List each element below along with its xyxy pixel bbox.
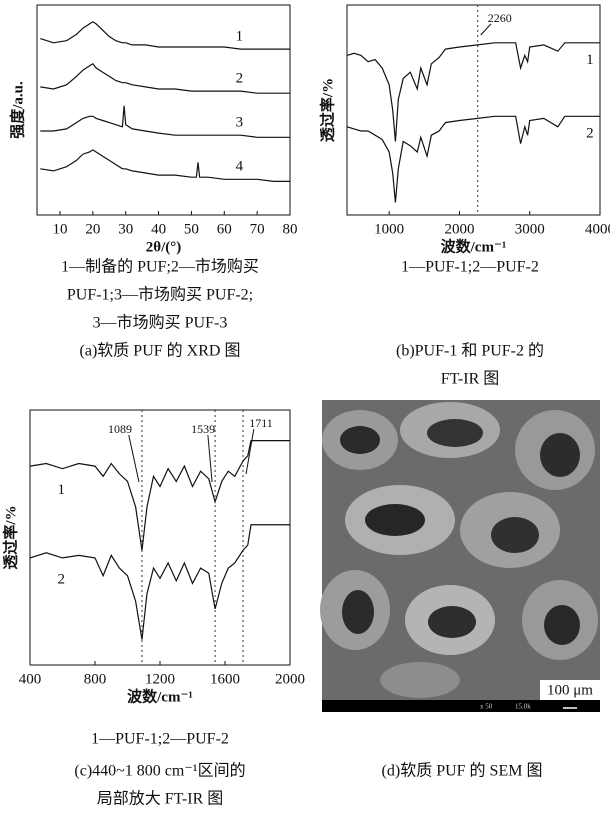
x-tick-label: 10 <box>53 221 68 237</box>
note: 3—市场购买 PUF-3 <box>93 314 228 332</box>
caption: 局部放大 FT-IR 图 <box>97 790 224 808</box>
x-tick-label: 50 <box>184 221 199 237</box>
x-tick-label: 80 <box>283 221 298 237</box>
series-label: 1 <box>57 482 65 498</box>
x-axis-label: 波数/cm⁻¹ <box>441 237 507 255</box>
sem-footer: x 50 <box>480 703 493 711</box>
marker-arrow <box>481 24 491 35</box>
x-axis-label: 2θ/(°) <box>146 239 182 255</box>
data-line <box>40 22 290 49</box>
x-tick-label: 800 <box>84 671 107 687</box>
caption: FT-IR 图 <box>441 371 500 388</box>
marker-label: 2260 <box>488 11 512 25</box>
x-axis-label: 波数/cm⁻¹ <box>127 687 193 705</box>
x-tick-label: 2000 <box>275 671 305 687</box>
note: 1—制备的 PUF;2—市场购买 <box>61 258 259 276</box>
x-tick-label: 70 <box>250 221 265 237</box>
x-tick-label: 3000 <box>515 221 545 237</box>
marker-arrow <box>246 429 254 474</box>
marker-label: 1089 <box>108 422 132 436</box>
x-tick-label: 60 <box>217 221 232 237</box>
plot-frame <box>37 5 290 215</box>
data-line <box>347 43 600 142</box>
marker-arrow <box>208 435 212 482</box>
sem-footer: 15.0k <box>515 703 531 711</box>
x-tick-label: 1600 <box>210 671 240 687</box>
caption: (c)440~1 800 cm⁻¹区间的 <box>74 762 245 780</box>
note: PUF-1;3—市场购买 PUF-2; <box>67 286 253 304</box>
x-tick-label: 400 <box>19 671 42 687</box>
figure: 100 μm x 50 15.0k (d)软质 PUF 的 SEM 图 10 20… <box>0 0 610 820</box>
caption: (d)软质 PUF 的 SEM 图 <box>382 762 543 780</box>
x-tick-label: 1200 <box>145 671 175 687</box>
data-line <box>30 525 290 640</box>
data-line <box>40 106 290 138</box>
scale-bar-label: 100 μm <box>547 682 593 698</box>
x-tick-label: 1000 <box>374 221 404 237</box>
data-line <box>40 150 290 182</box>
x-tick-label: 20 <box>85 221 100 237</box>
page: 100 μm x 50 15.0k (d)软质 PUF 的 SEM 图 10 20… <box>0 0 610 820</box>
x-tick-label: 30 <box>118 221 133 237</box>
x-tick-label: 4000 <box>585 221 610 237</box>
series-label: 1 <box>586 52 594 68</box>
marker-label: 1539 <box>191 422 215 436</box>
caption: (a)软质 PUF 的 XRD 图 <box>80 342 241 360</box>
series-label: 2 <box>236 71 244 87</box>
series-label: 3 <box>236 115 244 131</box>
marker-arrow <box>129 435 139 482</box>
note: 1—PUF-1;2—PUF-2 <box>401 259 539 276</box>
x-tick-label: 2000 <box>444 221 474 237</box>
series-label: 2 <box>586 126 594 142</box>
y-axis-label: 强度/a.u. <box>8 81 26 139</box>
note: 1—PUF-1;2—PUF-2 <box>91 731 229 748</box>
y-axis-label: 透过率/% <box>318 78 336 142</box>
series-label: 1 <box>236 29 244 45</box>
sem-image: 100 μm x 50 15.0k <box>320 400 602 712</box>
plot-frame <box>347 5 600 215</box>
caption: (b)PUF-1 和 PUF-2 的 <box>396 342 544 360</box>
x-tick-label: 40 <box>151 221 166 237</box>
series-label: 2 <box>57 571 65 587</box>
y-axis-label: 透过率/% <box>1 505 19 569</box>
data-line <box>30 441 290 551</box>
data-line <box>40 64 290 93</box>
marker-label: 1711 <box>249 416 273 430</box>
series-label: 4 <box>236 159 244 175</box>
data-line <box>347 116 600 202</box>
